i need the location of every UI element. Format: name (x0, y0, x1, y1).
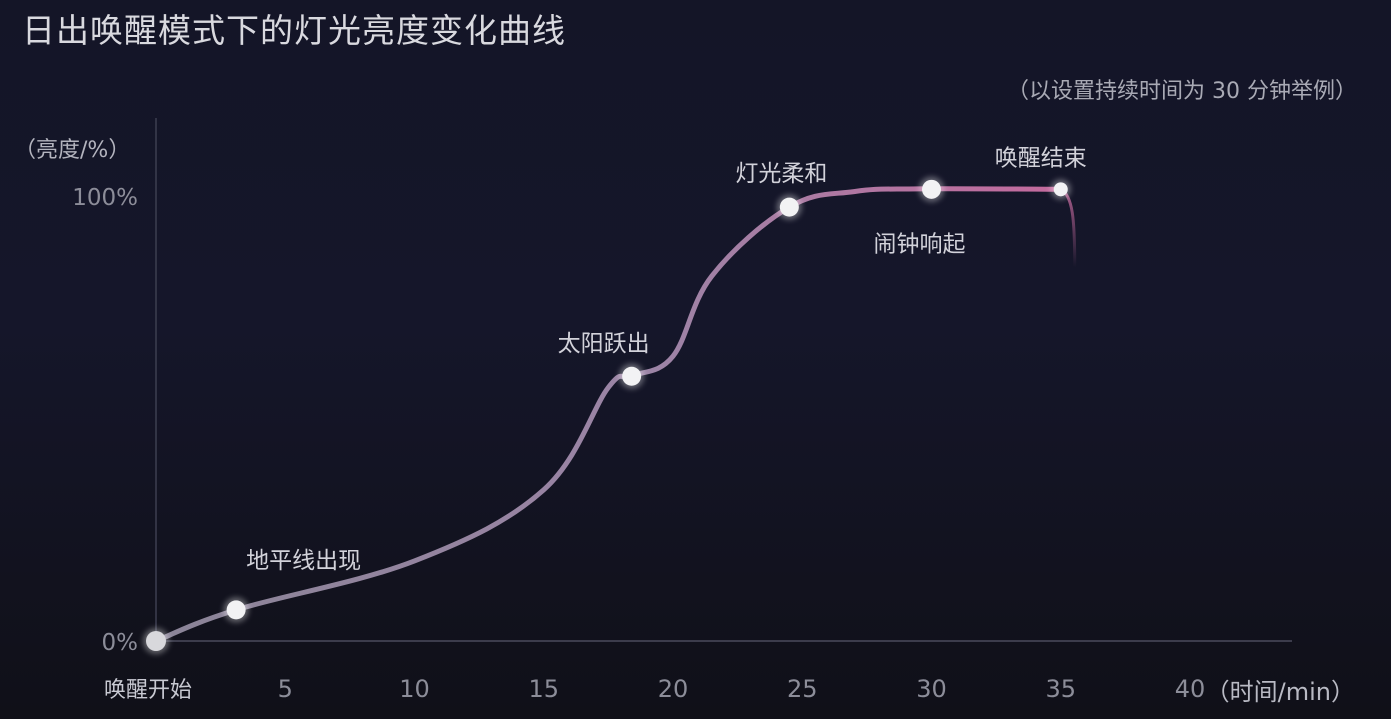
x-tick-label: 25 (787, 675, 818, 703)
x-tick-label: 30 (916, 675, 947, 703)
y-tick-label: 100% (72, 185, 138, 211)
key-point-marker (146, 631, 166, 651)
key-point-label: 灯光柔和 (735, 161, 827, 187)
key-point-label: 太阳跃出 (558, 331, 650, 357)
key-point-label: 闹钟响起 (874, 231, 966, 257)
key-point-marker (922, 179, 941, 199)
x-tick-labels: 唤醒开始 5 10 15 20 25 30 35 40 (104, 675, 1205, 703)
x-axis-label: （时间/min） (1206, 678, 1355, 706)
key-point-marker (226, 600, 246, 620)
chart-title: 日出唤醒模式下的灯光亮度变化曲线 (22, 11, 566, 50)
curve-fade-tail (1059, 187, 1077, 268)
x-tick-label: 35 (1045, 675, 1076, 703)
y-tick-label: 0% (102, 630, 139, 656)
key-point-marker (1053, 182, 1068, 197)
key-point-label: 唤醒结束 (995, 145, 1087, 171)
axes (155, 118, 1292, 642)
x-tick-label: 20 (658, 675, 689, 703)
chart-subtitle: （以设置持续时间为 30 分钟举例） (1007, 79, 1357, 104)
y-tick-labels: 0% 100% (72, 185, 138, 656)
key-point-marker (622, 366, 642, 386)
y-axis-label: （亮度/%） (14, 138, 131, 163)
x-tick-label: 5 (278, 675, 293, 703)
key-point-markers (143, 176, 1071, 654)
x-tick-label: 10 (399, 675, 430, 703)
x-tick-label: 15 (528, 675, 559, 703)
x-tick-label: 40 (1175, 675, 1206, 703)
x-tick-label-start: 唤醒开始 (104, 678, 192, 703)
key-point-marker (779, 197, 799, 217)
key-point-label: 地平线出现 (246, 548, 361, 574)
